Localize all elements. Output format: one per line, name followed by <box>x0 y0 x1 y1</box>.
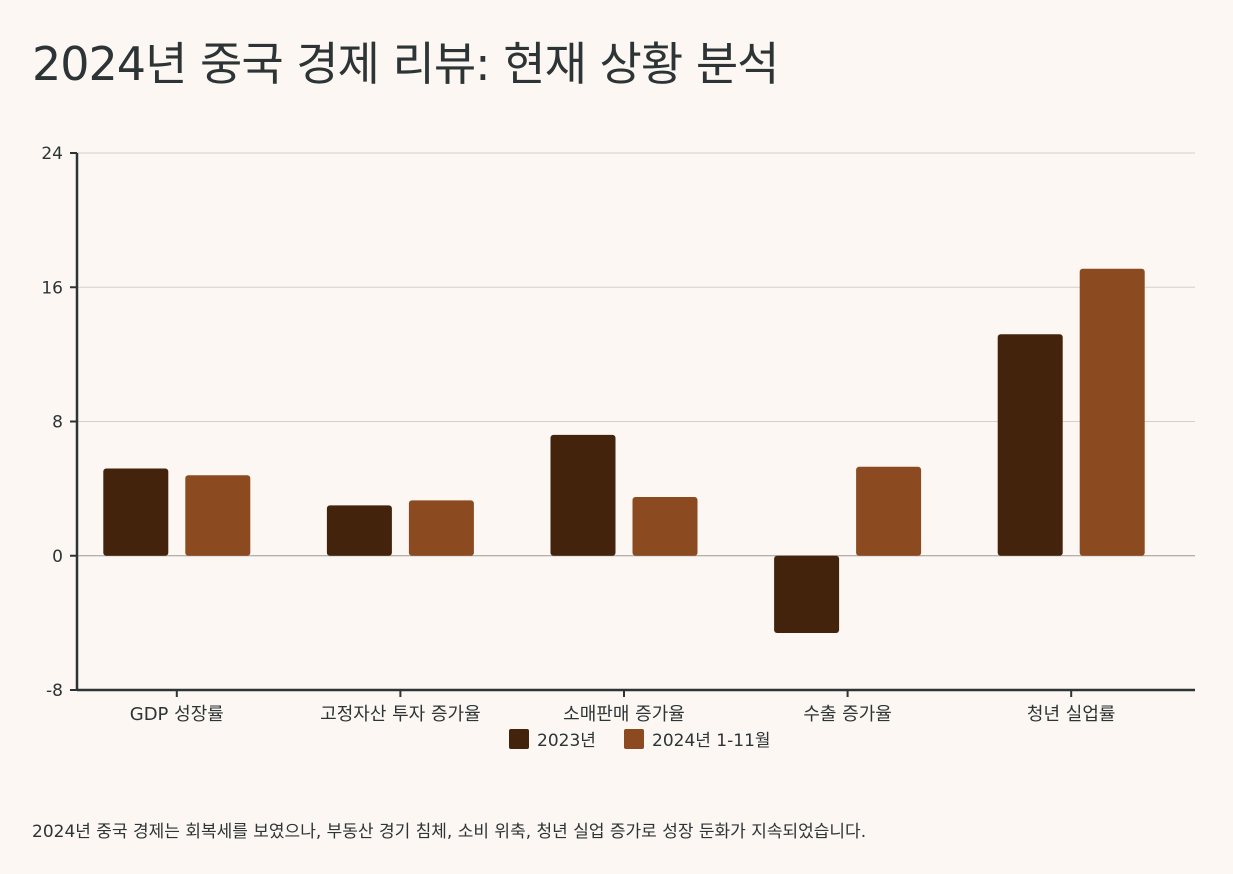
bar-series1 <box>774 555 840 633</box>
chart-caption: 2024년 중국 경제는 회복세를 보였으나, 부동산 경기 침체, 소비 위축… <box>32 822 867 842</box>
x-tick-label: 수출 증가율 <box>803 704 892 725</box>
bar-series2 <box>856 466 922 556</box>
y-tick-label: 16 <box>41 278 63 298</box>
bar-series2 <box>1079 268 1145 556</box>
x-tick-label: 청년 실업률 <box>1027 704 1116 725</box>
legend-label: 2023년 <box>537 731 596 751</box>
legend-swatch <box>624 729 644 749</box>
bar-series2 <box>185 475 251 556</box>
bar-series2 <box>632 497 698 556</box>
legend-swatch <box>509 729 529 749</box>
y-tick-label: 8 <box>52 413 63 433</box>
y-tick-label: -8 <box>46 681 63 701</box>
chart-title: 2024년 중국 경제 리뷰: 현재 상황 분석 <box>32 37 779 91</box>
x-tick-label: 소매판매 증가율 <box>563 704 685 725</box>
x-tick-label: GDP 성장률 <box>130 704 224 725</box>
bar-series1 <box>550 434 616 556</box>
bar-series1 <box>103 468 169 556</box>
bar-series1 <box>326 505 392 556</box>
y-tick-label: 0 <box>52 547 63 567</box>
legend-label: 2024년 1-11월 <box>652 731 771 751</box>
x-tick-label: 고정자산 투자 증가율 <box>320 704 480 725</box>
bar-series1 <box>997 334 1063 556</box>
y-tick-label: 24 <box>41 144 63 164</box>
bar-series2 <box>408 500 474 556</box>
